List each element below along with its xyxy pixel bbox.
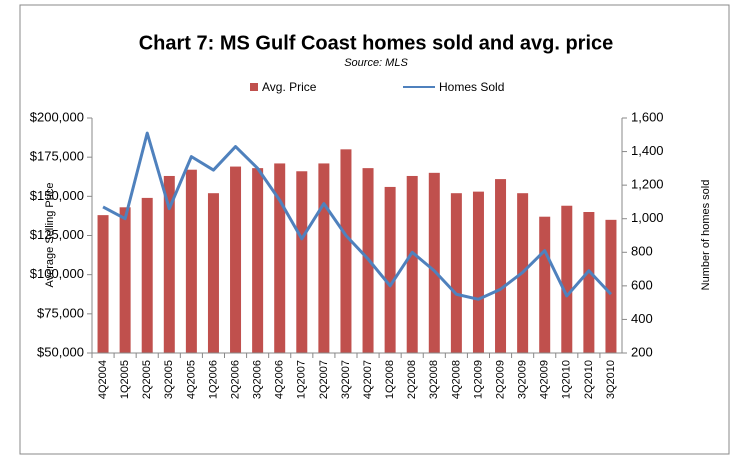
x-tick-label: 1Q2006 bbox=[207, 360, 219, 399]
y-axis-title: Average Selling Price bbox=[44, 183, 56, 288]
y-tick-label: $75,000 bbox=[37, 305, 84, 320]
bar bbox=[495, 179, 507, 353]
bar bbox=[207, 193, 219, 353]
bar bbox=[252, 168, 264, 353]
y2-tick-label: 1,600 bbox=[631, 109, 664, 124]
x-tick-label: 3Q2009 bbox=[517, 360, 529, 399]
x-tick-label: 2Q2009 bbox=[494, 360, 506, 399]
y2-tick-label: 600 bbox=[631, 277, 653, 292]
y2-tick-label: 1,200 bbox=[631, 177, 664, 192]
bar bbox=[384, 186, 396, 353]
bar bbox=[119, 207, 131, 353]
x-tick-label: 2Q2007 bbox=[318, 360, 330, 399]
line bbox=[102, 131, 613, 301]
bar bbox=[97, 215, 109, 353]
x-tick-label: 4Q2005 bbox=[185, 360, 197, 399]
bar bbox=[561, 205, 573, 353]
y2-tick-label: 400 bbox=[631, 311, 653, 326]
x-tick-label: 3Q2010 bbox=[605, 360, 617, 399]
legend-label: Homes Sold bbox=[439, 80, 504, 94]
x-tick-label: 1Q2009 bbox=[472, 360, 484, 399]
bar bbox=[296, 171, 308, 353]
y-tick-label: $150,000 bbox=[30, 188, 84, 203]
legend-swatch bbox=[250, 83, 258, 91]
x-tick-label: 4Q2006 bbox=[274, 360, 286, 399]
x-tick-label: 2Q2008 bbox=[406, 360, 418, 399]
bar bbox=[230, 166, 242, 353]
chart-title: Chart 7: MS Gulf Coast homes sold and av… bbox=[139, 32, 614, 54]
bar bbox=[163, 175, 175, 353]
bar bbox=[472, 191, 484, 353]
bar bbox=[340, 149, 352, 353]
y2-axis-title: Number of homes sold bbox=[700, 180, 712, 291]
y2-tick-label: 1,400 bbox=[631, 143, 664, 158]
bar bbox=[605, 219, 617, 353]
bar bbox=[450, 193, 462, 353]
bar bbox=[428, 172, 440, 353]
x-tick-label: 1Q2008 bbox=[384, 360, 396, 399]
bar bbox=[274, 163, 286, 353]
bar bbox=[539, 216, 551, 353]
x-tick-label: 3Q2007 bbox=[340, 360, 352, 399]
chart-subtitle: Source: MLS bbox=[344, 57, 408, 69]
y-tick-label: $200,000 bbox=[30, 109, 84, 124]
y2-tick-label: 1,000 bbox=[631, 210, 664, 225]
x-tick-label: 3Q2006 bbox=[252, 360, 264, 399]
legend-label: Avg. Price bbox=[262, 80, 317, 94]
x-tick-label: 1Q2010 bbox=[561, 360, 573, 399]
bar bbox=[583, 212, 595, 353]
bar bbox=[141, 197, 153, 353]
y-tick-label: $175,000 bbox=[30, 149, 84, 164]
x-tick-label: 3Q2005 bbox=[163, 360, 175, 399]
x-tick-label: 2Q2006 bbox=[229, 360, 241, 399]
bar bbox=[406, 175, 418, 353]
x-tick-label: 2Q2010 bbox=[583, 360, 595, 399]
bar bbox=[185, 169, 197, 353]
x-tick-label: 1Q2005 bbox=[119, 360, 131, 399]
y2-tick-label: 800 bbox=[631, 244, 653, 259]
bar bbox=[318, 163, 330, 353]
x-tick-label: 1Q2007 bbox=[296, 360, 308, 399]
y-tick-label: $50,000 bbox=[37, 344, 84, 359]
x-tick-label: 4Q2007 bbox=[362, 360, 374, 399]
x-tick-label: 4Q2004 bbox=[97, 360, 109, 399]
x-tick-label: 4Q2008 bbox=[450, 360, 462, 399]
x-tick-label: 4Q2009 bbox=[539, 360, 551, 399]
x-tick-label: 2Q2005 bbox=[141, 360, 153, 399]
y2-tick-label: 200 bbox=[631, 344, 653, 359]
y-tick-label: $100,000 bbox=[30, 266, 84, 281]
y-tick-label: $125,000 bbox=[30, 227, 84, 242]
x-tick-label: 3Q2008 bbox=[428, 360, 440, 399]
